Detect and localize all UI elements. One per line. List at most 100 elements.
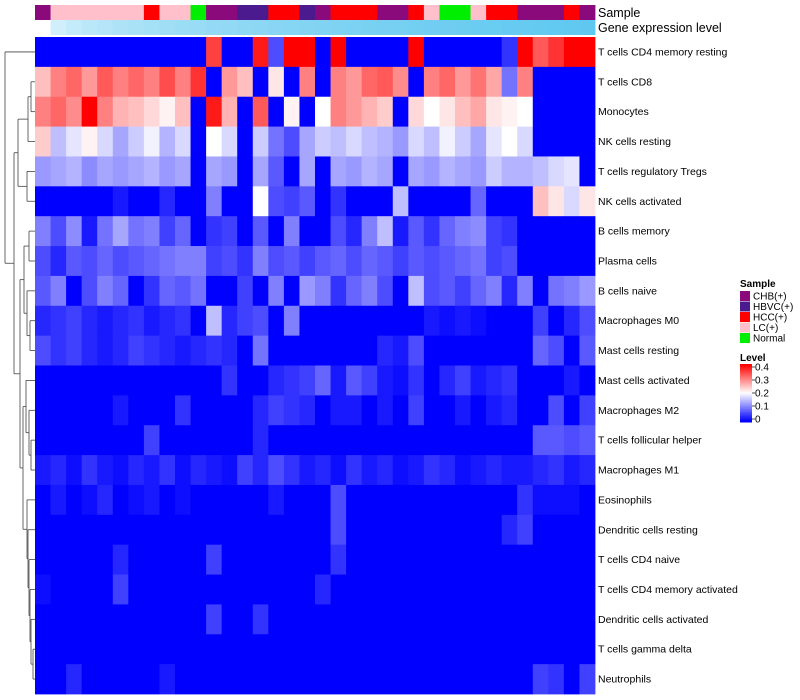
heatmap-cell: [563, 335, 580, 366]
heatmap-cell: [563, 365, 580, 396]
heatmap-cell: [252, 395, 269, 426]
heatmap-cell: [81, 574, 98, 605]
heatmap-cell: [66, 484, 83, 516]
heatmap-cell: [532, 96, 549, 127]
heatmap-cell: [532, 574, 549, 605]
heatmap-cell: [548, 275, 565, 307]
heatmap-cell: [128, 37, 145, 68]
heatmap-cell: [283, 126, 300, 157]
heatmap-cell: [221, 365, 238, 396]
heatmap-cell: [128, 604, 145, 635]
heatmap-cell: [283, 246, 300, 277]
heatmap-cell: [190, 246, 207, 277]
heatmap-cell: [392, 455, 409, 486]
heatmap-cell: [455, 634, 471, 665]
heatmap-cell: [206, 335, 223, 366]
heatmap-cell: [330, 574, 347, 605]
sample-cell: [501, 5, 518, 20]
heatmap-cell: [35, 335, 51, 366]
heatmap-cell: [470, 96, 487, 127]
heatmap-cell: [35, 484, 51, 516]
heatmap-cell: [50, 604, 67, 635]
heatmap-cell: [361, 634, 378, 665]
heatmap-cell: [361, 96, 378, 127]
heatmap-cell: [330, 455, 347, 486]
heatmap-cell: [206, 156, 223, 187]
heatmap-cell: [361, 186, 378, 217]
heatmap-cell: [548, 335, 565, 366]
heatmap-cell: [175, 425, 191, 456]
heatmap-cell: [190, 365, 207, 396]
heatmap-cell: [299, 216, 316, 247]
heatmap-cell: [66, 37, 83, 68]
heatmap-cell: [143, 126, 160, 157]
heatmap-cell: [50, 335, 67, 366]
heatmap-cell: [159, 246, 176, 277]
heatmap-cell: [143, 634, 160, 665]
legend-label: HCC(+): [753, 313, 787, 324]
heatmap-cell: [50, 664, 67, 695]
heatmap-cell: [237, 634, 254, 665]
heatmap-cell: [175, 544, 191, 575]
heatmap-cell: [439, 484, 456, 516]
heatmap-cell: [252, 246, 269, 277]
heatmap-cell: [346, 37, 363, 68]
expression-cell: [455, 20, 471, 35]
heatmap-cell: [377, 455, 394, 486]
heatmap-cell: [299, 96, 316, 127]
expression-cell: [470, 20, 487, 35]
heatmap-cell: [159, 66, 176, 98]
heatmap-cell: [35, 66, 51, 98]
heatmap-cell: [579, 216, 596, 247]
level-gradient-step: [740, 378, 752, 381]
heatmap-cell: [221, 156, 238, 187]
heatmap-cell: [563, 37, 580, 68]
heatmap-cell: [423, 96, 440, 127]
heatmap-cell: [377, 305, 394, 337]
heatmap-cell: [361, 126, 378, 157]
level-gradient-step: [740, 388, 752, 391]
heatmap-cell: [159, 634, 176, 665]
heatmap-cell: [66, 365, 83, 396]
row-label: Eosinophils: [598, 494, 652, 506]
row-labels: T cells CD4 memory resting T cells CD8 Mon…: [598, 46, 738, 685]
heatmap-cell: [97, 66, 114, 98]
row-label: T cells follicular helper: [598, 435, 702, 447]
heatmap-cell: [361, 66, 378, 98]
heatmap-cell: [361, 365, 378, 396]
heatmap-cell: [455, 305, 471, 337]
sample-cell: [283, 5, 300, 20]
expression-cell: [315, 20, 331, 35]
heatmap-cell: [221, 455, 238, 486]
heatmap-cell: [299, 156, 316, 187]
level-gradient-step: [740, 416, 752, 419]
heatmap-cell: [299, 66, 316, 98]
level-gradient-step: [740, 410, 752, 413]
heatmap-cell: [206, 514, 223, 546]
heatmap-cell: [206, 544, 223, 575]
heatmap-cell: [423, 365, 440, 396]
heatmap-cell: [377, 425, 394, 456]
heatmap-cell: [563, 305, 580, 337]
heatmap-cell: [486, 604, 503, 635]
heatmap-cell: [532, 246, 549, 277]
heatmap-cell: [501, 365, 518, 396]
expression-cell: [237, 20, 254, 35]
heatmap-cell: [283, 186, 300, 217]
heatmap-cell: [175, 126, 191, 157]
heatmap-cell: [377, 186, 394, 217]
heatmap-cell: [175, 664, 191, 695]
heatmap-cell: [470, 66, 487, 98]
heatmap-cell: [579, 365, 596, 396]
heatmap-cell: [361, 246, 378, 277]
level-gradient-step: [740, 403, 752, 406]
heatmap-cell: [268, 455, 285, 486]
heatmap-cell: [299, 455, 316, 486]
heatmap-cell: [346, 186, 363, 217]
heatmap-cell: [190, 425, 207, 456]
heatmap-cell: [455, 664, 471, 695]
sample-cell: [377, 5, 394, 20]
heatmap-cell: [563, 664, 580, 695]
heatmap-cell: [548, 514, 565, 546]
expression-cell: [408, 20, 425, 35]
